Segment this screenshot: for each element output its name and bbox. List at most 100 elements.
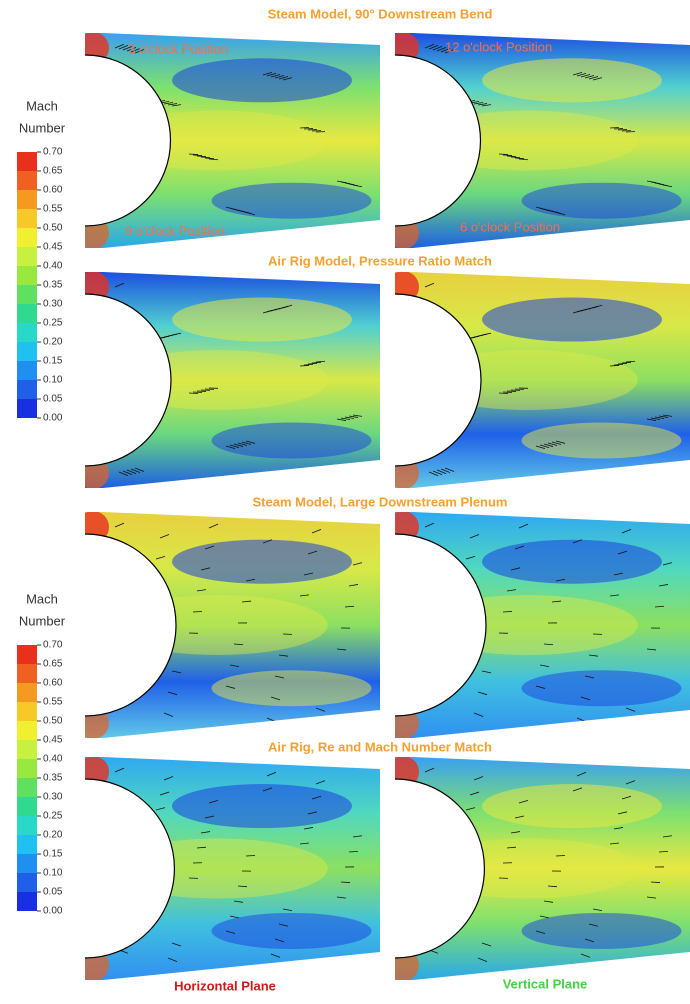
flow-vector (445, 890, 454, 891)
colorbar-label: 0.10 (43, 375, 63, 386)
contour-blob (482, 298, 662, 342)
flow-vector (152, 578, 161, 580)
colorbar-label: 0.50 (43, 716, 63, 727)
position-label: 12 o'clock Position (445, 39, 552, 54)
flow-vector (433, 935, 442, 938)
colorbar-segment (17, 721, 37, 740)
hot-spot (77, 511, 109, 543)
hot-spot (387, 707, 419, 739)
flow-vector (462, 338, 471, 340)
colorbar-label: 0.60 (43, 185, 63, 196)
flow-vector (193, 611, 202, 612)
contour-blob (172, 540, 352, 584)
contour-blob (172, 298, 352, 342)
flow-vector (131, 905, 140, 906)
colorbar-segment (17, 323, 37, 342)
flow-vector (123, 681, 132, 683)
colorbar-segment (17, 285, 37, 304)
flow-vector (189, 393, 198, 394)
colorbar-segment (17, 740, 37, 759)
panel (387, 756, 690, 981)
flow-vector (433, 681, 442, 683)
contour-blob (108, 595, 328, 655)
colorbar-segment (17, 342, 37, 361)
colorbar-segment (17, 361, 37, 380)
colorbar-segment (17, 399, 37, 418)
colorbar-segment (17, 892, 37, 911)
flow-vector (152, 338, 161, 340)
flow-vector (499, 154, 508, 155)
panel (77, 511, 380, 739)
colorbar-label: 0.70 (43, 640, 63, 651)
colorbar-label: 0.20 (43, 830, 63, 841)
hot-spot (387, 511, 419, 543)
contour-blob (212, 913, 372, 949)
legend-title: Number (19, 120, 66, 135)
flow-vector (300, 365, 309, 366)
flow-vector (123, 935, 132, 938)
contour-blob (522, 913, 682, 949)
colorbar-label: 0.15 (43, 849, 63, 860)
legend-title: Mach (26, 591, 58, 606)
colorbar-label: 0.15 (43, 356, 63, 367)
contour-blob (212, 670, 372, 706)
colorbar-label: 0.65 (43, 166, 63, 177)
hot-spot (77, 32, 109, 64)
colorbar-label: 0.10 (43, 868, 63, 879)
contour-blob (522, 422, 682, 458)
flow-vector (503, 611, 512, 612)
colorbar-label: 0.25 (43, 318, 63, 329)
hot-spot (77, 457, 109, 489)
colorbar-segment (17, 380, 37, 399)
flow-vector (135, 890, 144, 891)
colorbar-label: 0.25 (43, 811, 63, 822)
contour-blob (212, 422, 372, 458)
flow-vector (462, 578, 471, 580)
colorbar-segment (17, 797, 37, 816)
position-label: 9 o'clock Position (125, 223, 225, 238)
section-title: Steam Model, Large Downstream Plenum (252, 494, 507, 509)
colorbar-label: 0.50 (43, 223, 63, 234)
contour-blob (108, 350, 328, 410)
hot-spot (387, 949, 419, 981)
contour-blob (522, 670, 682, 706)
position-label: 3 o'clock Position (128, 41, 228, 56)
flow-vector (189, 154, 198, 155)
flow-vector (556, 856, 565, 857)
panel (387, 271, 690, 489)
flow-vector (437, 660, 446, 661)
flow-vector (131, 639, 140, 640)
footer-label: Vertical Plane (503, 976, 588, 991)
section-title: Air Rig Model, Pressure Ratio Match (268, 253, 492, 268)
flow-vector (119, 702, 128, 705)
flow-vector (127, 660, 136, 661)
colorbar-segment (17, 190, 37, 209)
colorbar-segment (17, 228, 37, 247)
colorbar-label: 0.00 (43, 906, 63, 917)
colorbar-segment (17, 778, 37, 797)
contour-blob (482, 784, 662, 828)
flow-vector (441, 905, 450, 906)
hot-spot (77, 707, 109, 739)
flow-vector (341, 882, 350, 883)
colorbar-label: 0.45 (43, 735, 63, 746)
contour-blob (172, 58, 352, 102)
footer-label: Horizontal Plane (174, 978, 276, 993)
hot-spot (77, 756, 109, 788)
contour-blob (418, 350, 638, 410)
flow-vector (499, 393, 508, 394)
contour-blob (418, 839, 638, 899)
legend-title: Number (19, 613, 66, 628)
legend-title: Mach (26, 98, 58, 113)
hot-spot (387, 217, 419, 249)
colorbar-label: 0.30 (43, 792, 63, 803)
figure: Steam Model, 90° Downstream Bend Air Rig… (0, 0, 690, 999)
colorbar-segment (17, 759, 37, 778)
colorbar-segment (17, 209, 37, 228)
colorbar-segment (17, 645, 37, 664)
flow-vector (437, 920, 446, 922)
panel (387, 32, 690, 249)
colorbar-segment (17, 304, 37, 323)
hot-spot (387, 271, 419, 303)
colorbar-label: 0.00 (43, 413, 63, 424)
